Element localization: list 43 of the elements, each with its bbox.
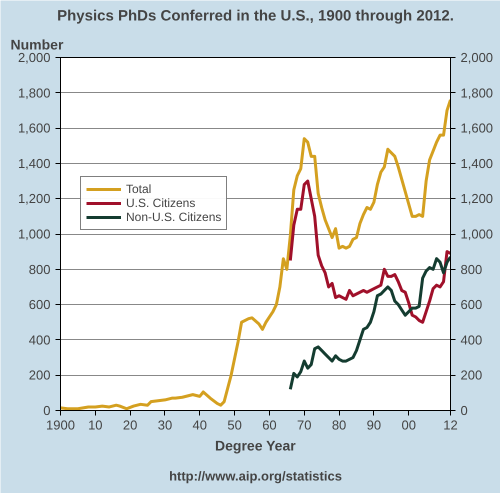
x-tick-label: 70 [297,418,312,432]
y2-tick-label: 800 [460,262,482,277]
y-tick-label: 1,800 [18,85,51,100]
y-tick-label: 800 [28,262,51,277]
y-tick-label: 1,200 [18,191,51,206]
y-tick-label: 0 [43,403,51,418]
y2-tick-label: 2,000 [460,50,494,65]
y2-tick-label: 400 [460,332,482,348]
legend-label: Non-U.S. Citizens [126,210,222,224]
y2-tick-label: 1,600 [460,120,494,136]
text: http://www.aip.org/statistics [169,468,342,484]
x-axis-title: Degree Year [215,438,296,454]
x-tick-label: 80 [332,418,346,432]
chart-title: Physics PhDs Conferred in the U.S., 1900 through 2012. [57,8,454,24]
x-tick-label: 1900 [46,418,75,432]
y2-tick-label: 200 [460,368,482,383]
y-tick-label: 600 [28,297,51,312]
x-tick-label: 30 [158,418,172,432]
legend-label: U.S. Citizens [126,196,196,210]
x-tick-label: 00 [401,418,416,432]
x-tick-label: 20 [122,418,138,432]
y2-tick-label: 1,800 [460,85,494,100]
y-tick-label: 1,400 [18,156,51,171]
y-tick-label: 200 [28,368,51,383]
x-tick-label: 12 [443,418,458,432]
x-tick-label: 10 [88,418,103,432]
x-tick-label: 90 [366,418,382,432]
x-tick-label: 40 [192,418,208,432]
y2-tick-label: 1,200 [460,191,494,206]
line-series [288,255,450,391]
line-series [288,180,450,324]
y2-tick-label: 1,000 [460,226,494,242]
legend-label: Total [126,182,152,196]
y2-tick-label: 600 [460,297,482,312]
y-tick-label: 1,600 [18,120,51,136]
y-tick-label: 400 [28,332,51,348]
y-tick-label: 2,000 [18,50,51,65]
y2-tick-label: 1,400 [460,156,494,171]
x-tick-label: 60 [262,418,277,432]
x-tick-label: 50 [227,418,242,432]
y-tick-label: 1,000 [18,226,51,242]
y2-tick-label: 0 [460,403,468,418]
y-axis-title: Number [10,36,64,52]
